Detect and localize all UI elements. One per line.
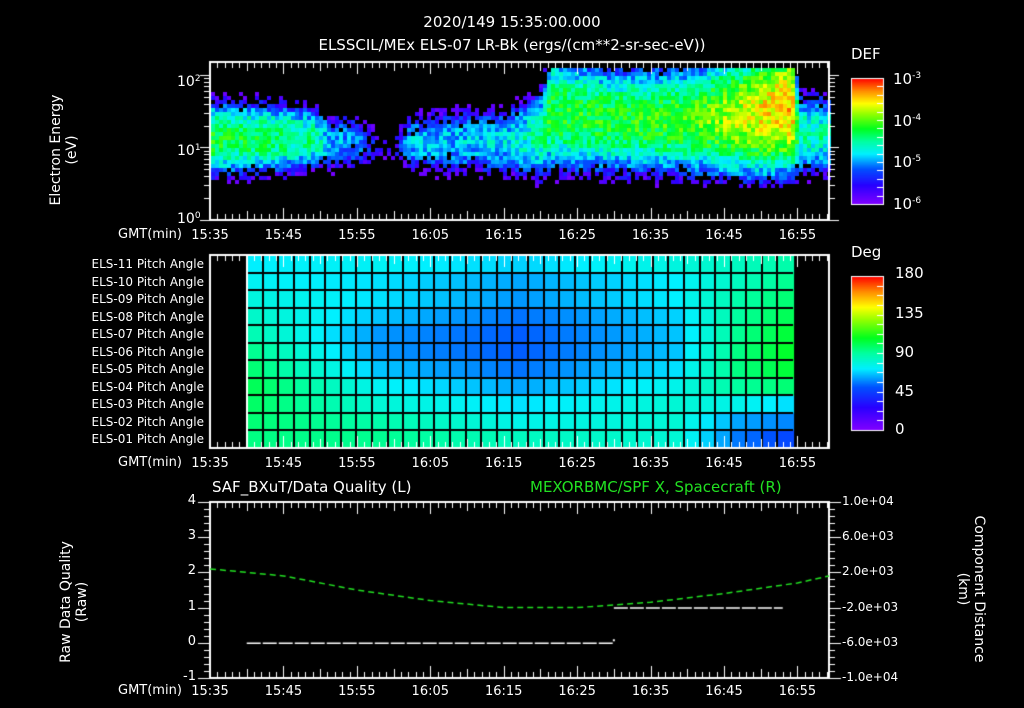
def-cb-label-1e-5: 10-5 xyxy=(893,153,922,171)
x-tick-label: 15:55 xyxy=(338,684,376,699)
pitch-row-label: ELS-07 Pitch Angle xyxy=(91,327,204,342)
x-tick-label: 15:55 xyxy=(338,228,376,243)
x-tick-label: 15:45 xyxy=(264,456,303,471)
pitch-row-label: ELS-08 Pitch Angle xyxy=(91,309,204,324)
x-tick-label: 16:35 xyxy=(631,228,670,243)
x-tick-label: 16:25 xyxy=(558,228,596,243)
deg-cb-label-180: 180 xyxy=(895,264,924,282)
deg-cb-label-135: 135 xyxy=(895,304,924,322)
ylabel-left-line1: Raw Data Quality xyxy=(58,541,74,663)
lineplot-title-right: MEXORBMC/SPF X, Spacecraft (R) xyxy=(530,478,782,496)
x-tick-label: 16:55 xyxy=(778,684,817,699)
x-tick-label: 16:45 xyxy=(705,228,743,243)
deg-cb-label-45: 45 xyxy=(895,382,915,400)
x-tick-label: 16:35 xyxy=(631,456,670,471)
y-tick-left: 3 xyxy=(187,528,196,544)
x-tick-label: 16:45 xyxy=(705,684,743,699)
x-tick-label: 15:45 xyxy=(264,228,303,243)
x-tick-label: 16:35 xyxy=(631,684,670,699)
y-tick-left: -1 xyxy=(183,669,196,684)
x-tick-label: 16:05 xyxy=(411,456,450,471)
ylabel-right-line1: Component Distance xyxy=(971,515,987,663)
pitch-row-label: ELS-04 Pitch Angle xyxy=(91,379,204,394)
x-tick-label: 16:55 xyxy=(778,456,817,471)
x-tick-label: 16:15 xyxy=(484,228,523,243)
y-tick-left: 0 xyxy=(187,633,196,649)
x-tick-label: 16:15 xyxy=(484,684,523,699)
x-tick-label: 15:45 xyxy=(264,684,303,699)
y-tick-right: -6.0e+03 xyxy=(842,634,899,649)
y-tick-left: 2 xyxy=(187,563,196,579)
spectrogram-ylabel: Electron Energy (eV) xyxy=(48,85,82,215)
lineplot-ylabel-right: Component Distance (km) xyxy=(953,514,987,664)
ytick-1: 100 xyxy=(177,211,201,227)
y-tick-right: -1.0e+04 xyxy=(842,670,899,684)
y-tick-right: 1.0e+04 xyxy=(842,494,894,508)
x-tick-label: 16:45 xyxy=(705,456,743,471)
pitch-row-label: ELS-01 Pitch Angle xyxy=(91,432,204,447)
pitch-row-label: ELS-10 Pitch Angle xyxy=(91,274,204,289)
y-tick-right: -2.0e+03 xyxy=(842,599,899,614)
x-tick-label: 15:35 xyxy=(191,228,229,243)
lineplot-ylabel-left: Raw Data Quality (Raw) xyxy=(58,537,92,667)
ylabel-right-line2: (km) xyxy=(955,572,971,606)
gmt-axis-label: GMT(min) xyxy=(118,683,182,698)
lineplot-title-left: SAF_BXuT/Data Quality (L) xyxy=(212,478,412,496)
ylabel-left-line2: (Raw) xyxy=(74,581,90,623)
x-tick-label: 15:55 xyxy=(338,456,376,471)
def-colorbar-title: DEF xyxy=(851,45,881,63)
ytick-10: 101 xyxy=(177,143,201,159)
deg-cb-label-0: 0 xyxy=(895,420,905,438)
x-tick-label: 16:25 xyxy=(558,684,596,699)
pitch-row-label: ELS-11 Pitch Angle xyxy=(91,257,204,271)
x-tick-label: 16:55 xyxy=(778,228,817,243)
deg-colorbar-title: Deg xyxy=(851,243,882,261)
y-tick-right: 2.0e+03 xyxy=(842,564,894,579)
y-tick-left: 1 xyxy=(187,598,196,614)
x-tick-label: 15:35 xyxy=(191,456,229,471)
def-cb-label-1e-3: 10-3 xyxy=(893,70,922,88)
def-cb-label-1e-4: 10-4 xyxy=(893,112,922,130)
ylabel-line2: (eV) xyxy=(64,135,80,165)
pitch-row-label: ELS-06 Pitch Angle xyxy=(91,344,204,359)
def-cb-label-1e-6: 10-6 xyxy=(893,195,922,213)
x-tick-label: 16:15 xyxy=(484,456,523,471)
y-tick-right: 6.0e+03 xyxy=(842,529,894,544)
gmt-axis-label: GMT(min) xyxy=(118,455,182,470)
pitch-row-label: ELS-02 Pitch Angle xyxy=(91,414,204,429)
x-tick-label: 16:05 xyxy=(411,228,450,243)
gmt-axis-label: GMT(min) xyxy=(118,227,182,242)
x-tick-label: 15:35 xyxy=(191,684,229,699)
pitch-row-label: ELS-03 Pitch Angle xyxy=(91,397,204,412)
deg-cb-label-90: 90 xyxy=(895,343,915,361)
pitch-row-label: ELS-05 Pitch Angle xyxy=(91,362,204,377)
ylabel-line1: Electron Energy xyxy=(48,94,64,206)
pitch-row-label: ELS-09 Pitch Angle xyxy=(91,292,204,307)
y-tick-left: 4 xyxy=(187,493,196,508)
ytick-100: 102 xyxy=(177,74,201,90)
x-tick-label: 16:25 xyxy=(558,456,596,471)
x-tick-label: 16:05 xyxy=(411,684,450,699)
